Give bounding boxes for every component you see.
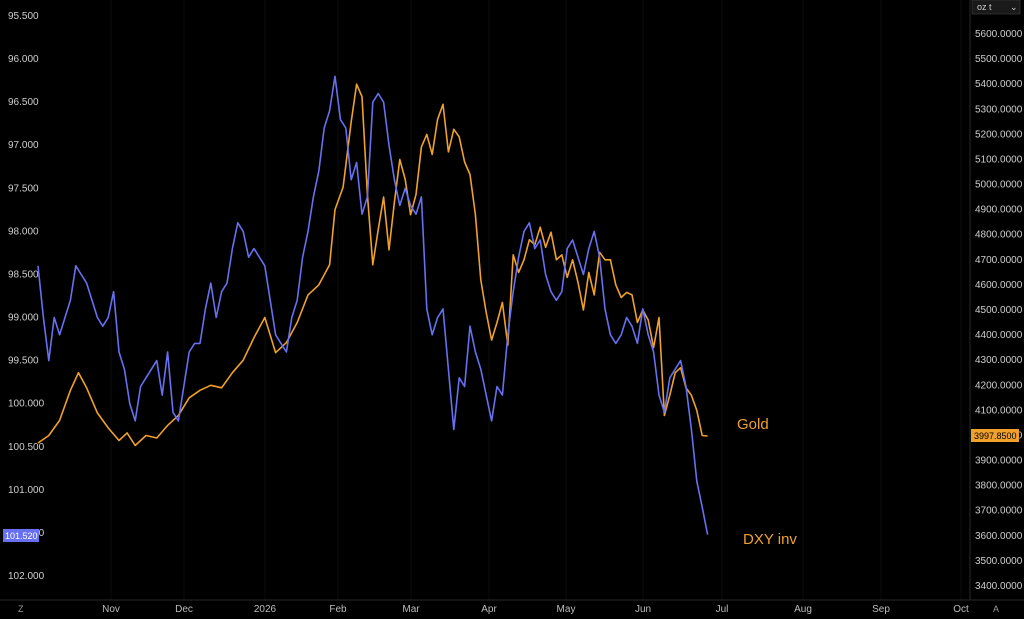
right-tick-label: 5400.0000 bbox=[975, 79, 1023, 90]
dxy-last-value: 101.520 bbox=[5, 531, 38, 541]
x-tick-label: Mar bbox=[402, 604, 420, 615]
series-layer bbox=[37, 75, 709, 535]
left-tick-label: 100.000 bbox=[8, 399, 45, 410]
right-tick-label: 4400.0000 bbox=[975, 330, 1023, 341]
right-tick-label: 3900.0000 bbox=[975, 456, 1023, 467]
right-tick-label: 4500.0000 bbox=[975, 305, 1023, 316]
x-tick-label: May bbox=[557, 604, 576, 615]
unit-label: oz t bbox=[977, 2, 992, 12]
left-tick-label: 102.000 bbox=[8, 571, 45, 582]
vertical-gridlines bbox=[110, 0, 962, 600]
left-tick-label: 98.000 bbox=[8, 226, 39, 237]
right-tick-label: 3600.0000 bbox=[975, 531, 1023, 542]
left-tick-label: 95.500 bbox=[8, 11, 39, 22]
right-tick-label: 3400.0000 bbox=[975, 581, 1023, 592]
right-tick-label: 5600.0000 bbox=[975, 29, 1023, 40]
dxy-last-value-badge: 101.520 bbox=[3, 529, 39, 542]
left-tick-label: 97.500 bbox=[8, 183, 39, 194]
left-tick-label: 99.000 bbox=[8, 313, 39, 324]
right-tick-label: 5200.0000 bbox=[975, 129, 1023, 140]
right-tick-label: 5500.0000 bbox=[975, 54, 1023, 65]
chevron-down-icon: ⌄ bbox=[1010, 2, 1018, 12]
auto-scale-icon[interactable]: A bbox=[993, 604, 999, 614]
right-tick-label: 3700.0000 bbox=[975, 506, 1023, 517]
series-line-dxy-inv bbox=[37, 75, 709, 535]
right-tick-label: 4700.0000 bbox=[975, 255, 1023, 266]
right-tick-label: 4800.0000 bbox=[975, 230, 1023, 241]
x-tick-label: Jun bbox=[635, 604, 651, 615]
left-tick-label: 96.500 bbox=[8, 97, 39, 108]
timezone-icon[interactable]: Z bbox=[18, 604, 24, 614]
right-tick-label: 3800.0000 bbox=[975, 481, 1023, 492]
right-tick-label: 4600.0000 bbox=[975, 280, 1023, 291]
unit-selector[interactable]: oz t ⌄ bbox=[971, 0, 1021, 15]
left-tick-label: 98.500 bbox=[8, 269, 39, 280]
x-tick-label: Jul bbox=[716, 604, 729, 615]
left-tick-label: 97.000 bbox=[8, 140, 39, 151]
left-tick-label: 99.500 bbox=[8, 356, 39, 367]
x-tick-label: Dec bbox=[175, 604, 193, 615]
x-tick-label: Nov bbox=[102, 604, 120, 615]
series-line-gold bbox=[37, 83, 708, 447]
gold-last-value: 3997.8500 bbox=[974, 431, 1017, 441]
left-tick-label: 101.000 bbox=[8, 485, 45, 496]
series-label-dxy-inv: DXY inv bbox=[743, 531, 797, 548]
right-tick-label: 4300.0000 bbox=[975, 355, 1023, 366]
x-tick-label: Oct bbox=[953, 604, 969, 615]
x-tick-label: Feb bbox=[329, 604, 347, 615]
series-label-gold: Gold bbox=[737, 416, 769, 433]
right-tick-label: 5000.0000 bbox=[975, 180, 1023, 191]
left-tick-label: 96.000 bbox=[8, 54, 39, 65]
x-tick-label: 2026 bbox=[254, 604, 277, 615]
right-tick-label: 4900.0000 bbox=[975, 205, 1023, 216]
left-tick-label: 100.500 bbox=[8, 442, 45, 453]
x-tick-label: Apr bbox=[481, 604, 497, 615]
right-tick-label: 4200.0000 bbox=[975, 380, 1023, 391]
right-tick-label: 4100.0000 bbox=[975, 405, 1023, 416]
right-tick-label: 5100.0000 bbox=[975, 154, 1023, 165]
right-tick-label: 5300.0000 bbox=[975, 104, 1023, 115]
x-tick-label: Aug bbox=[794, 604, 812, 615]
x-tick-label: Sep bbox=[872, 604, 890, 615]
x-axis: Nov Dec 2026 Feb Mar Apr May Jun Jul Aug Sep Oct bbox=[102, 604, 969, 615]
gold-last-value-badge: 3997.8500 bbox=[971, 429, 1019, 442]
right-tick-label: 3500.0000 bbox=[975, 556, 1023, 567]
right-axis: 5600.0000 5500.0000 5400.0000 5300.0000 5200… bbox=[975, 29, 1023, 592]
